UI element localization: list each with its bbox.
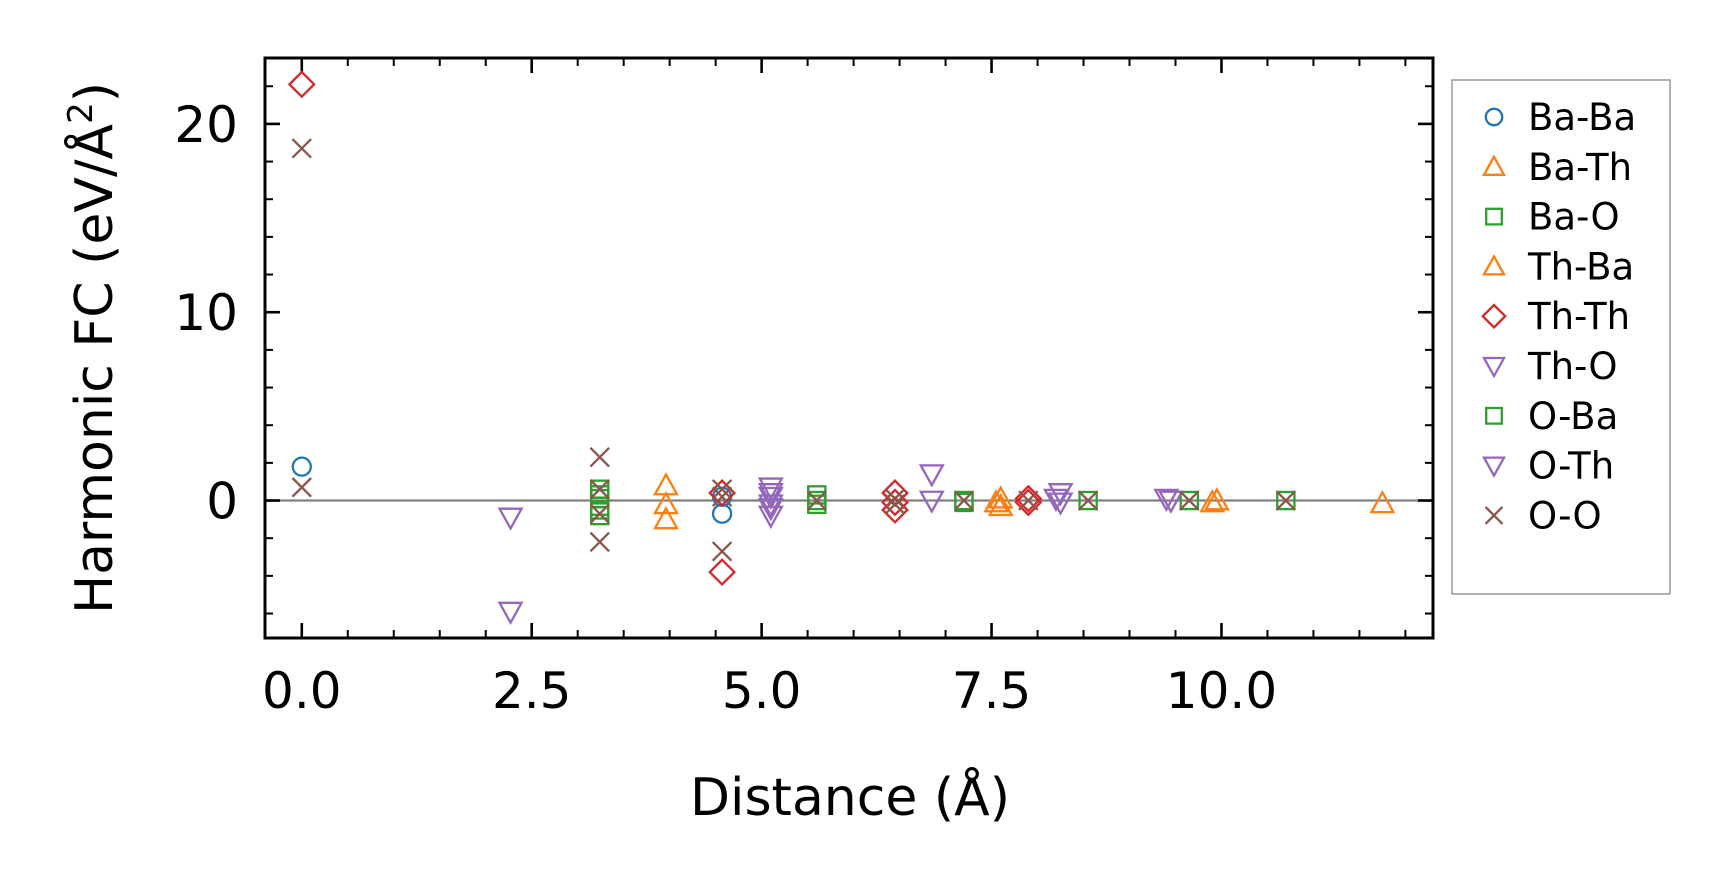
data-point-th-o: [497, 601, 524, 626]
data-point-th-o: [1047, 492, 1074, 516]
legend-marker-th-ba: [1482, 254, 1506, 276]
data-point-th-o: [918, 490, 945, 514]
data-point-th-o: [918, 464, 945, 488]
data-point-th-th: [1014, 484, 1043, 513]
y-axis-label: Harmonic FC (eV/Å2): [61, 82, 125, 614]
legend-marker-ba-th: [1482, 154, 1506, 176]
legend-label-th-o: Th-O: [1527, 345, 1618, 388]
data-point-o-ba: [807, 490, 827, 511]
data-point-o-o: [589, 531, 610, 553]
data-point-ba-o: [1078, 490, 1098, 511]
data-point-o-o: [1077, 490, 1099, 511]
data-point-o-o: [291, 477, 312, 498]
legend: Ba-Ba Ba-Th Ba-O Th-Ba Th-Th Th-O O-Ba O-Th O-O: [1451, 79, 1671, 595]
data-point-o-ba: [590, 485, 610, 505]
legend-label-o-o: O-O: [1528, 494, 1602, 537]
data-point-o-o: [711, 486, 733, 507]
data-point-o-o: [884, 488, 906, 509]
data-point-o-o: [711, 541, 733, 562]
data-point-o-th: [1042, 488, 1069, 513]
data-point-th-o: [757, 505, 784, 529]
x-tick-label: 10.0: [1166, 662, 1277, 720]
data-point-o-o: [589, 479, 610, 500]
data-point-ba-ba: [711, 503, 733, 524]
data-point-ba-th: [1369, 489, 1396, 514]
legend-marker-o-o: [1484, 506, 1504, 525]
data-point-o-o: [711, 479, 733, 500]
data-point-ba-th: [653, 505, 679, 530]
data-point-ba-th: [987, 492, 1014, 517]
data-point-th-o: [497, 507, 524, 531]
legend-label-ba-th: Ba-Th: [1528, 146, 1632, 189]
data-point-th-o: [757, 494, 784, 518]
data-point-o-th: [757, 483, 784, 507]
data-point-o-o: [589, 447, 610, 468]
legend-label-o-th: O-Th: [1528, 445, 1614, 488]
data-point-o-o: [1179, 490, 1200, 511]
data-point-o-o: [806, 490, 827, 511]
y-axis-label-superscript: 2: [61, 102, 101, 124]
legend-label-ba-ba: Ba-Ba: [1528, 96, 1636, 139]
data-point-th-th: [287, 70, 316, 99]
legend-marker-ba-o: [1485, 207, 1503, 226]
x-tick-label: 0.0: [262, 662, 342, 720]
legend-label-th-th: Th-Th: [1527, 295, 1630, 338]
data-point-th-th: [881, 488, 909, 517]
data-point-o-o: [589, 503, 610, 524]
x-tick-label: 7.5: [952, 662, 1032, 720]
data-point-ba-ba: [291, 456, 312, 477]
x-tick-label: 2.5: [492, 662, 572, 720]
data-point-th-o: [757, 486, 784, 511]
legend-marker-o-th: [1482, 456, 1506, 478]
data-point-o-o: [1018, 490, 1039, 511]
data-point-th-ba: [983, 489, 1010, 513]
y-axis-label-main: Harmonic FC (eV/Å: [63, 123, 125, 614]
y-axis-label-close: ): [65, 82, 125, 102]
data-point-o-o: [953, 490, 975, 511]
y-tick-label: 20: [174, 96, 238, 154]
data-point-o-o: [1275, 490, 1297, 511]
data-point-th-th: [708, 558, 737, 587]
x-tick-label: 5.0: [722, 662, 802, 720]
data-point-o-ba: [590, 500, 610, 520]
data-point-th-ba: [1203, 487, 1230, 511]
legend-marker-th-o: [1482, 356, 1506, 379]
legend-label-o-ba: O-Ba: [1528, 395, 1618, 438]
plot-frame: [263, 56, 1435, 640]
data-point-ba-o: [1276, 490, 1296, 511]
y-tick-label: 10: [174, 284, 238, 342]
data-point-o-ba: [954, 492, 974, 513]
data-point-o-o: [884, 494, 906, 515]
y-tick-label: 0: [206, 473, 238, 531]
data-point-th-o: [1153, 488, 1180, 513]
legend-label-ba-o: Ba-O: [1528, 196, 1620, 239]
data-point-ba-th: [653, 490, 679, 515]
legend-label-th-ba: Th-Ba: [1527, 245, 1634, 288]
data-point-th-th: [1014, 488, 1043, 517]
data-point-o-o: [291, 138, 312, 159]
legend-marker-th-th: [1481, 303, 1507, 330]
data-point-o-th: [757, 498, 784, 522]
data-point-ba-th: [987, 485, 1014, 509]
legend-marker-o-ba: [1485, 406, 1503, 425]
legend-marker-ba-ba: [1484, 107, 1504, 127]
x-axis-label: Distance (Å): [690, 766, 1010, 828]
data-point-o-th: [1157, 490, 1184, 514]
data-point-ba-th: [1199, 489, 1226, 513]
data-point-ba-o: [1179, 490, 1200, 511]
